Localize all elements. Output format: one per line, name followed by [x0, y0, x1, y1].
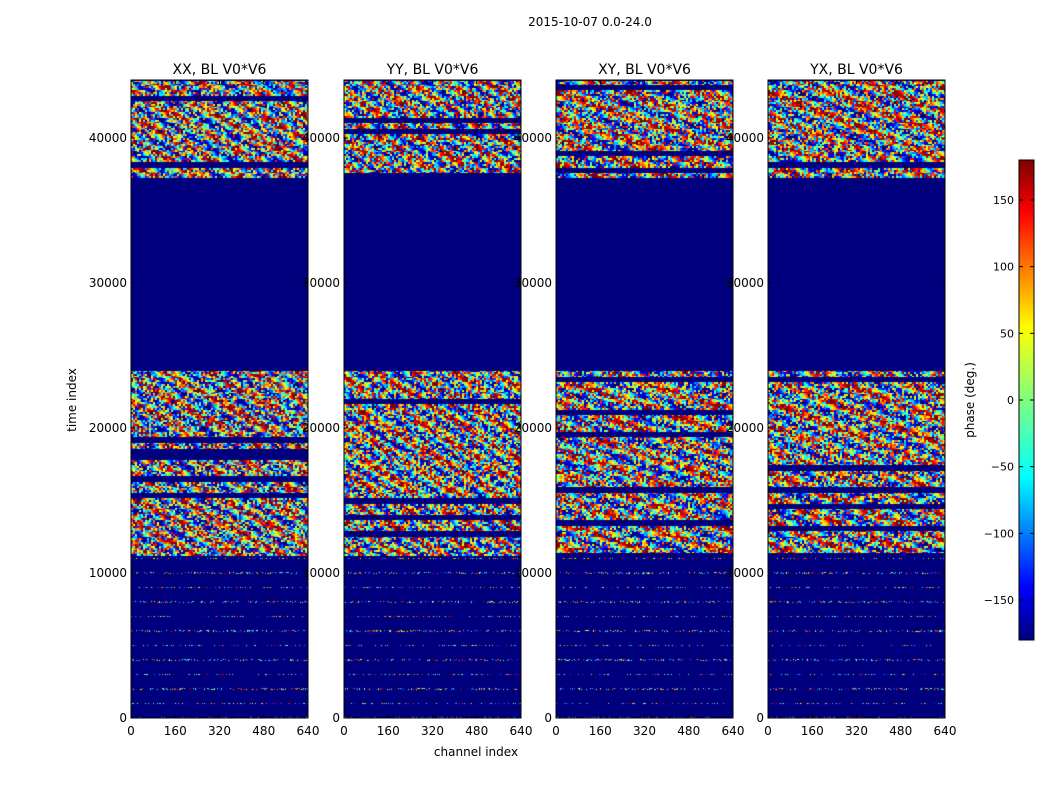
- colorbar-tick-label: 0: [1007, 394, 1014, 407]
- panel-title: YY, BL V0*V6: [386, 62, 479, 78]
- panel-3: XY, BL V0*V6 0 160 320 480 640 0 10000 20000 3000…: [514, 62, 745, 738]
- x-tick-label: 0: [764, 724, 772, 738]
- x-tick-label: 160: [164, 724, 187, 738]
- y-tick-label: 20000: [89, 421, 127, 435]
- y-tick-label: 40000: [514, 131, 552, 145]
- panel-title: XY, BL V0*V6: [598, 62, 691, 78]
- panel-title: YX, BL V0*V6: [809, 62, 903, 78]
- y-tick-label: 40000: [89, 131, 127, 145]
- figure-suptitle: 2015-10-07 0.0-24.0: [528, 15, 652, 29]
- x-tick-label: 480: [252, 724, 275, 738]
- colorbar-tick-label: −100: [984, 527, 1014, 540]
- y-tick-label: 40000: [726, 131, 764, 145]
- colorbar-tick-label: 50: [1000, 327, 1014, 340]
- x-tick-label: 640: [722, 724, 745, 738]
- y-tick-label: 10000: [514, 566, 552, 580]
- panel-1: XX, BL V0*V6 0 160 320 480 640 0 10000 20000 3000…: [89, 62, 320, 738]
- y-tick-label: 30000: [726, 276, 764, 290]
- x-tick-label: 0: [552, 724, 560, 738]
- y-tick-label: 40000: [302, 131, 340, 145]
- y-tick-label: 0: [756, 711, 764, 725]
- y-tick-label: 30000: [89, 276, 127, 290]
- y-tick-label: 10000: [89, 566, 127, 580]
- x-tick-label: 160: [377, 724, 400, 738]
- heatmap-image: [131, 80, 308, 718]
- x-tick-label: 480: [889, 724, 912, 738]
- x-tick-label: 320: [208, 724, 231, 738]
- heatmap-image: [768, 80, 945, 718]
- colorbar-tick-label: −50: [991, 461, 1014, 474]
- y-tick-label: 20000: [302, 421, 340, 435]
- x-tick-label: 0: [127, 724, 135, 738]
- x-tick-label: 320: [845, 724, 868, 738]
- x-axis-label: channel index: [434, 745, 518, 759]
- colorbar-label: phase (deg.): [963, 362, 977, 438]
- colorbar: −150 −100 −50 0 50 100 150 phase (deg.): [963, 159, 1035, 641]
- x-tick-label: 160: [589, 724, 612, 738]
- x-tick-label: 0: [340, 724, 348, 738]
- heatmap-image: [344, 80, 521, 718]
- y-tick-label: 30000: [514, 276, 552, 290]
- y-tick-label: 20000: [514, 421, 552, 435]
- colorbar-tick-label: 150: [993, 194, 1014, 207]
- y-tick-label: 0: [119, 711, 127, 725]
- x-tick-label: 640: [297, 724, 320, 738]
- y-tick-label: 20000: [726, 421, 764, 435]
- colorbar-ticks: −150 −100 −50 0 50 100 150: [984, 194, 1034, 607]
- y-tick-label: 0: [332, 711, 340, 725]
- y-tick-label: 0: [544, 711, 552, 725]
- y-tick-label: 30000: [302, 276, 340, 290]
- y-axis-label: time index: [65, 368, 79, 432]
- y-tick-label: 10000: [726, 566, 764, 580]
- panels: XX, BL V0*V6 0 160 320 480 640 0 10000 20000 3000…: [89, 62, 957, 738]
- x-tick-label: 480: [677, 724, 700, 738]
- x-tick-label: 640: [934, 724, 957, 738]
- x-tick-label: 320: [421, 724, 444, 738]
- colorbar-tick-label: −150: [984, 594, 1014, 607]
- x-tick-label: 480: [465, 724, 488, 738]
- x-tick-label: 320: [633, 724, 656, 738]
- x-tick-label: 160: [801, 724, 824, 738]
- colorbar-tick-label: 100: [993, 261, 1014, 274]
- heatmap-image: [556, 80, 733, 718]
- panel-4: YX, BL V0*V6 0 160 320 480 640 0 10000 20000 3000…: [726, 62, 957, 738]
- y-tick-label: 10000: [302, 566, 340, 580]
- x-tick-label: 640: [510, 724, 533, 738]
- panel-title: XX, BL V0*V6: [173, 62, 267, 78]
- panel-2: YY, BL V0*V6 0 160 320 480 640 0 10000 20000 3000…: [302, 62, 533, 738]
